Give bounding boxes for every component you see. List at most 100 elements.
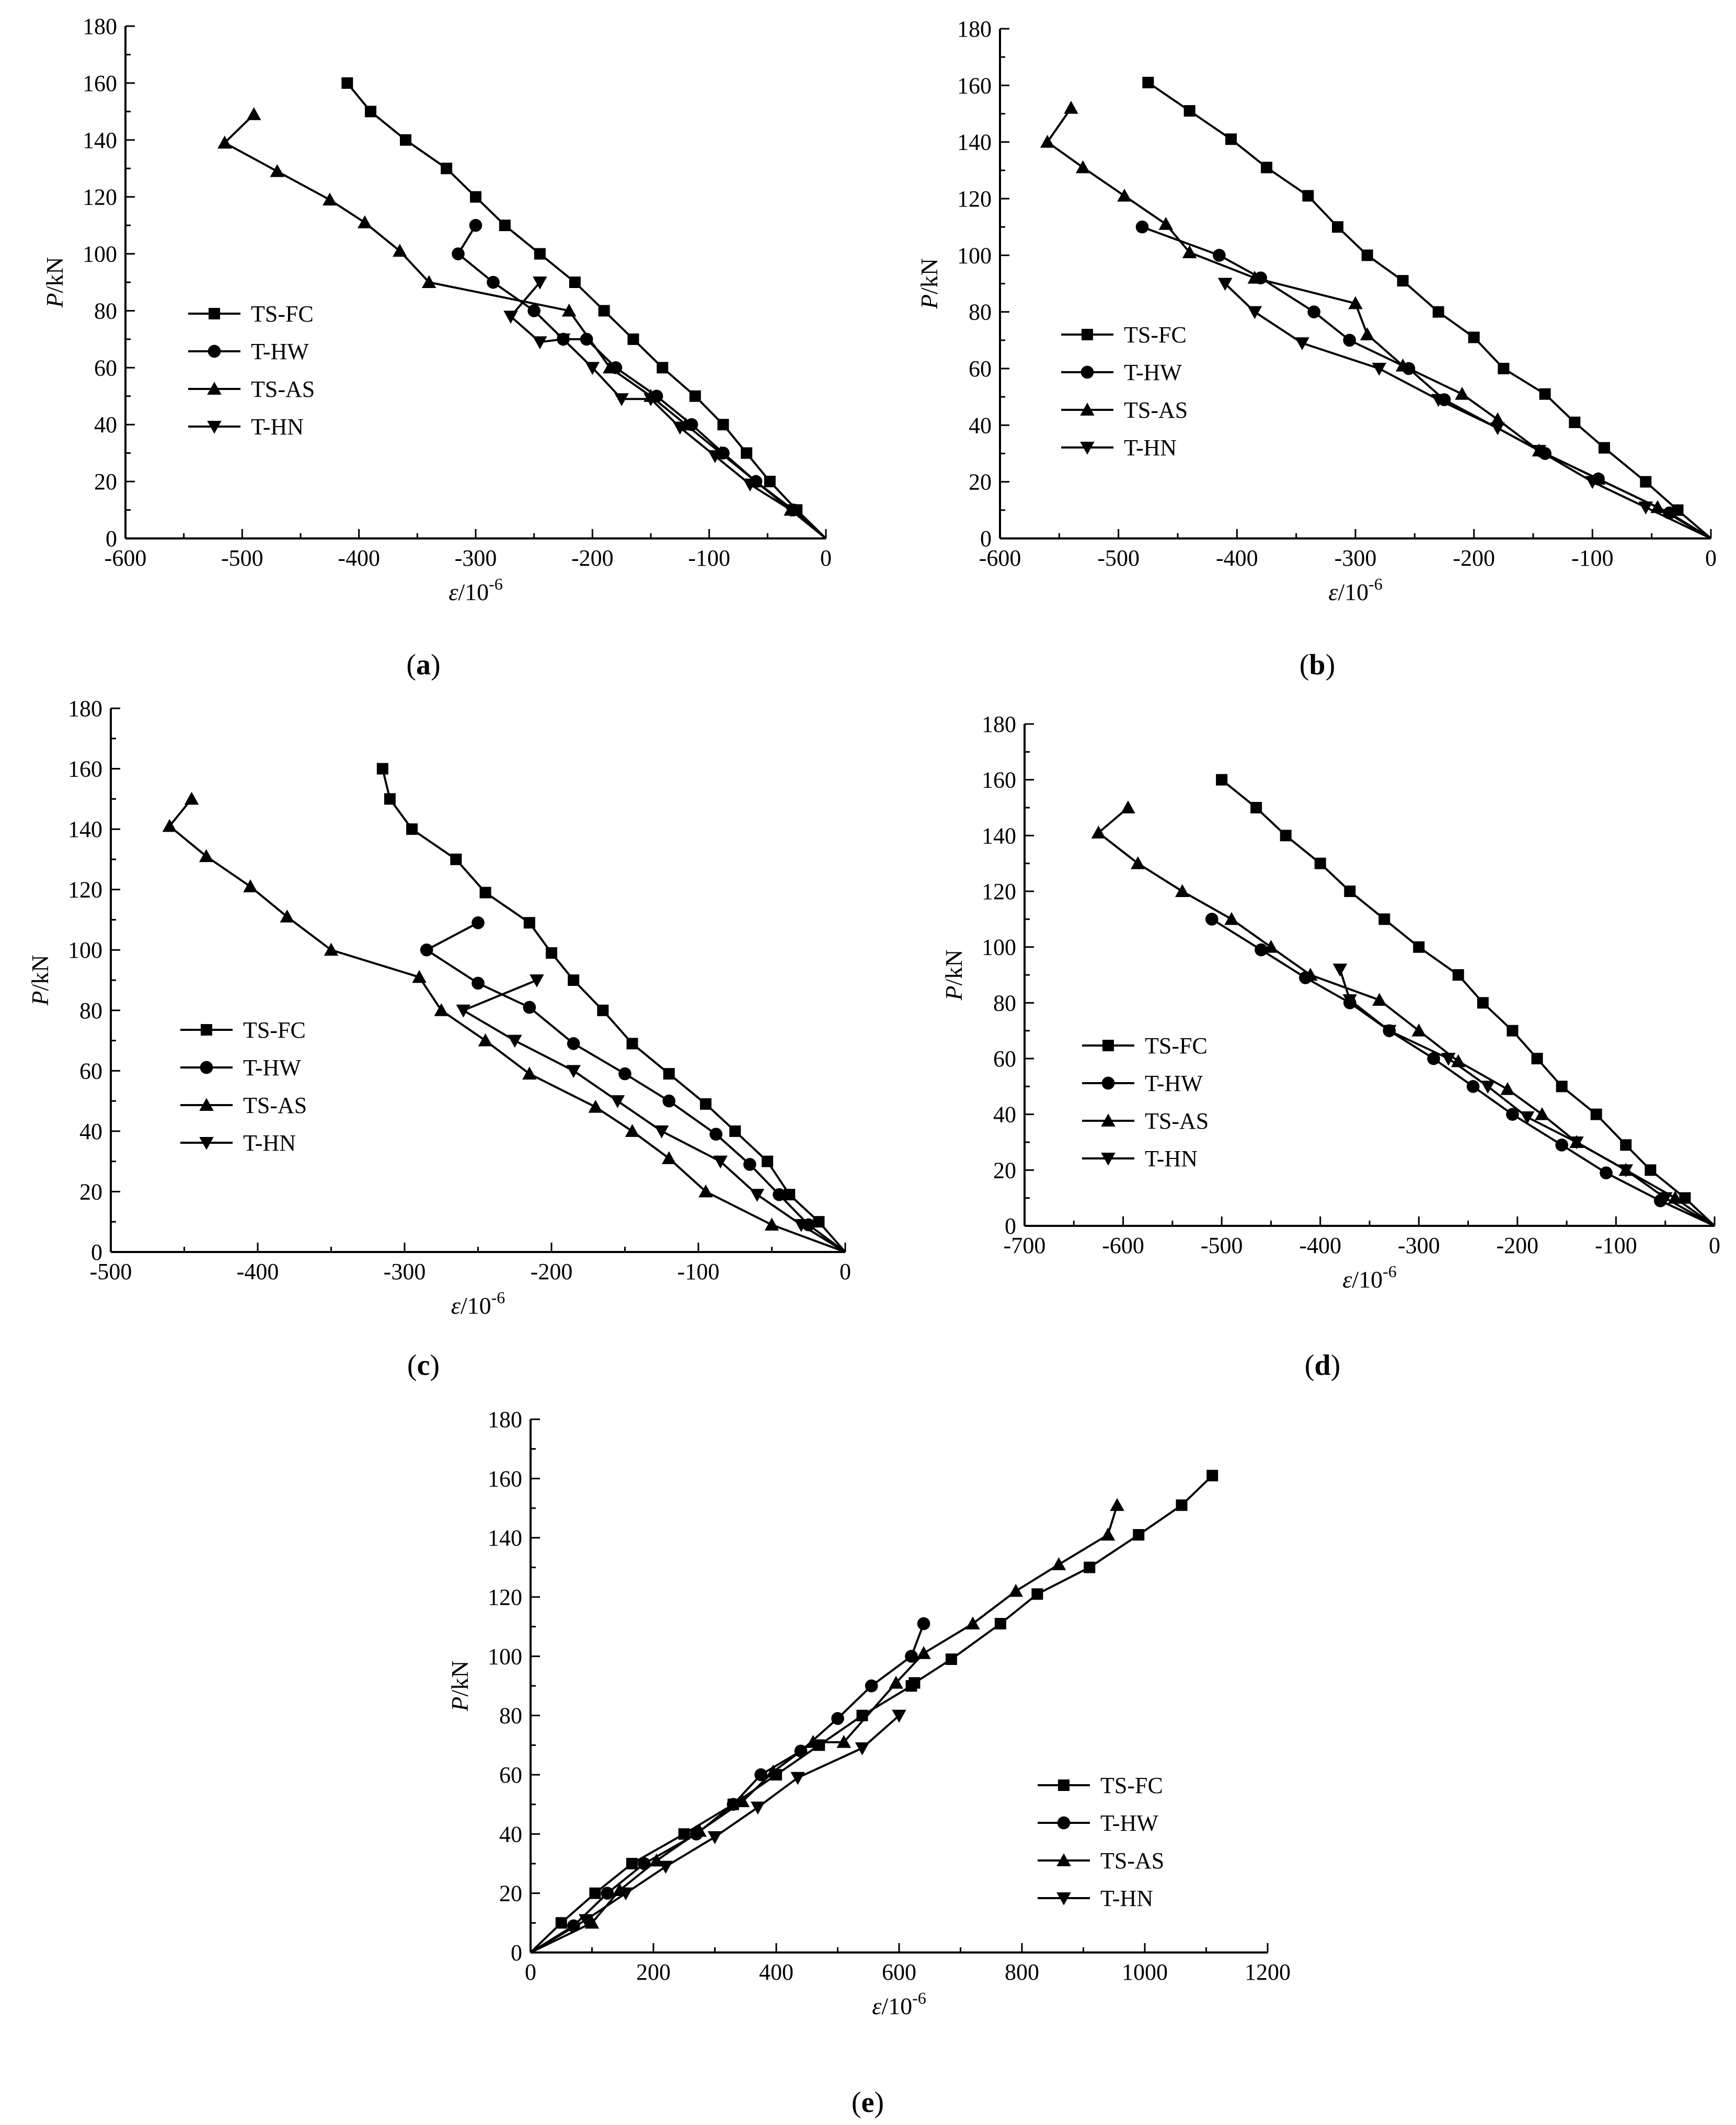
data-point [546,947,557,959]
data-point [625,1124,640,1137]
legend-label: T-HW [251,339,309,364]
data-point [1640,476,1652,488]
data-point [717,419,729,431]
x-axis-label-symbol: ε [872,1993,882,2019]
data-point [743,478,757,492]
data-point [1555,1139,1569,1152]
series-ts-fc [1142,76,1712,539]
x-axis-label-exponent: -6 [1369,575,1383,593]
data-point [626,1858,638,1869]
legend: TS-FC T-HW TS-AS T-HN [188,301,315,440]
data-point [658,1860,673,1874]
panel-caption: (e) [852,2086,884,2119]
data-point [1133,1529,1145,1541]
data-point [610,1095,625,1108]
data-point [1360,327,1375,340]
y-axis-label-unit: /kN [916,258,942,294]
data-point [441,163,453,175]
series-t-hw [452,219,827,539]
y-tick-label: 100 [83,242,117,267]
x-axis-label: ε/10-6 [449,575,503,605]
x-tick-label: -700 [1004,1233,1046,1258]
x-tick-label: 800 [1005,1959,1039,1985]
x-tick-label: -100 [688,545,730,571]
y-tick-label: 100 [488,1644,522,1669]
y-tick-label: 140 [83,128,117,153]
series-ts-fc [341,77,827,539]
data-point [508,1035,522,1048]
data-point [1427,1052,1440,1065]
x-tick-label: -500 [221,545,263,571]
legend-marker [207,421,222,434]
y-axis-label: P/kN [916,258,942,309]
data-point [764,1217,779,1231]
data-point [1158,217,1174,230]
data-point [1432,306,1444,318]
data-point [1117,188,1132,202]
caption-open: ( [407,1349,417,1382]
data-point [584,1915,600,1929]
legend-marker [199,1137,214,1150]
data-point [727,1798,740,1811]
panel-caption: (b) [1300,649,1335,681]
x-axis-label-symbol: ε [1342,1266,1352,1293]
legend: TS-FC T-HW TS-AS T-HN [1061,322,1188,461]
x-tick-label: -400 [1299,1233,1341,1258]
data-point [1477,997,1489,1009]
data-point [1332,963,1348,977]
data-point [1638,501,1653,515]
data-point [1343,334,1356,347]
legend-label: TS-FC [1145,1033,1208,1059]
y-tick-label: 180 [957,16,992,42]
caption-letter: c [417,1349,430,1382]
y-axis-label-symbol: P [27,991,53,1006]
data-point [1051,1557,1066,1570]
series-ts-fc [376,763,846,1253]
x-tick-label: 0 [1705,545,1717,571]
series-line [346,82,827,539]
data-point [1679,1192,1691,1204]
x-tick-label: 0 [1709,1233,1720,1258]
data-point [662,1094,676,1108]
series-line [530,1475,1213,1954]
y-tick-label: 160 [68,756,102,782]
data-point [673,421,687,435]
data-point [751,1801,765,1815]
legend-label: T-HN [1145,1146,1198,1171]
y-axis-label-unit: /kN [27,955,53,991]
legend-marker [1056,1892,1071,1905]
data-point [270,164,285,177]
x-axis-label: ε/10-6 [451,1288,505,1319]
data-point [1466,1080,1480,1093]
data-point [909,1677,921,1689]
data-point [1110,1498,1124,1511]
y-tick-label: 0 [106,526,117,552]
data-point [741,447,753,459]
legend-label: T-HN [251,414,304,440]
data-point [1452,969,1464,981]
caption-letter: a [416,649,431,681]
data-point [472,916,485,929]
legend-label: TS-FC [243,1017,306,1043]
data-point [692,1823,707,1837]
data-point [527,304,541,317]
x-axis-label-exponent: -6 [912,1989,926,2007]
data-point [421,275,436,288]
data-point [1600,1166,1613,1179]
x-axis-label: ε/10-6 [872,1989,926,2019]
legend-marker [207,382,222,395]
data-point [1303,968,1318,981]
legend-marker [200,1061,213,1074]
data-point [280,909,294,923]
y-tick-label: 40 [94,412,117,438]
legend-marker [208,344,221,358]
x-tick-label: -400 [338,545,380,571]
data-point [1348,296,1363,309]
data-point [585,362,600,375]
data-point [784,1189,796,1201]
data-point [1084,1561,1096,1573]
series-line [457,225,827,539]
data-point [184,791,199,805]
data-point [1142,76,1154,88]
x-axis-label-exponent: -6 [491,1288,505,1307]
